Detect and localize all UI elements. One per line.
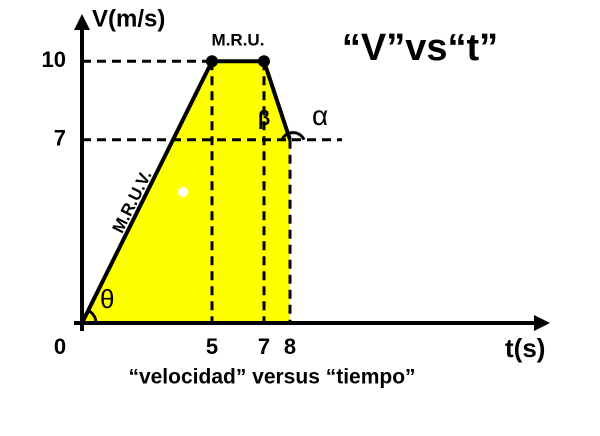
data-point	[258, 55, 270, 68]
y-axis-arrow	[74, 14, 90, 30]
data-line	[80, 59, 292, 324]
chart-title: “V”vs“t”	[342, 27, 498, 69]
y-tick-label: 7	[54, 126, 66, 151]
x-tick-label: 0	[54, 334, 66, 359]
annotation: M.R.U.	[212, 31, 265, 50]
chart-subtitle: “velocidad” versus “tiempo”	[128, 366, 415, 389]
annotation: θ	[100, 284, 114, 314]
angle-arc	[280, 131, 306, 141]
y-axis-label: V(m/s)	[92, 5, 165, 32]
annotation: α	[312, 100, 328, 131]
x-axis-arrow	[534, 315, 550, 331]
annotation: β	[258, 108, 270, 130]
dot	[178, 187, 188, 197]
x-axis-label: t(s)	[505, 333, 545, 363]
data-point	[206, 55, 218, 68]
y-tick-label: 10	[42, 47, 66, 72]
angle-arc	[88, 309, 98, 324]
x-tick-label: 8	[284, 334, 296, 359]
x-tick-label: 5	[206, 334, 218, 359]
x-tick-label: 7	[258, 334, 270, 359]
